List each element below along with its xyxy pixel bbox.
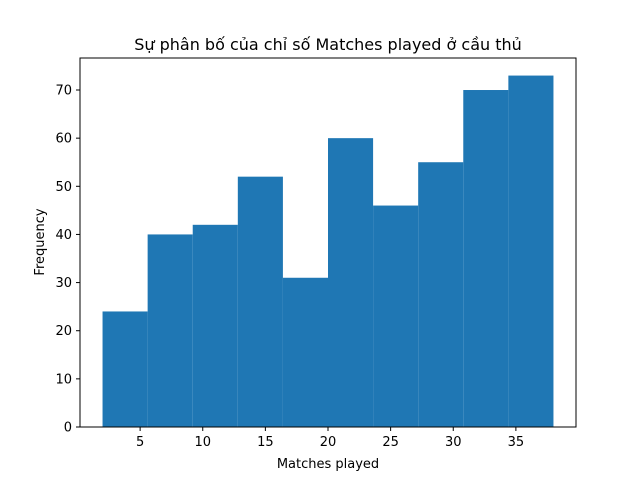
x-axis-label: Matches played: [277, 457, 379, 472]
y-tick-label: 40: [55, 228, 72, 243]
y-tick-label: 50: [55, 180, 72, 195]
chart-title: Sự phân bố của chỉ số Matches played ở c…: [134, 35, 522, 54]
bars-group: [102, 75, 554, 428]
x-tick-label: 10: [194, 435, 211, 450]
x-tick-label: 25: [382, 435, 399, 450]
histogram-bar: [463, 90, 509, 427]
histogram-bar: [102, 311, 148, 427]
x-ticks: 5 10 15 20 25 30 35: [136, 427, 524, 450]
y-tick-label: 70: [55, 84, 72, 99]
y-tick-label: 0: [64, 421, 72, 436]
x-tick-label: 30: [445, 435, 462, 450]
y-ticks: 0 10 20 30 40 50 60 70: [55, 84, 80, 436]
histogram-bar: [373, 205, 419, 427]
y-tick-label: 60: [55, 132, 72, 147]
histogram-bar: [328, 138, 374, 427]
y-tick-label: 20: [55, 324, 72, 339]
histogram-bar: [418, 162, 464, 428]
x-tick-label: 5: [136, 435, 144, 450]
y-tick-label: 10: [55, 372, 72, 387]
histogram-bar: [147, 234, 193, 427]
x-tick-label: 15: [257, 435, 274, 450]
y-tick-label: 30: [55, 276, 72, 291]
histogram-bar: [237, 176, 283, 427]
x-tick-label: 20: [320, 435, 337, 450]
histogram-bar: [192, 224, 238, 427]
histogram-bar: [282, 277, 328, 427]
histogram-bar: [508, 75, 554, 428]
y-axis-label: Frequency: [33, 208, 48, 275]
x-tick-label: 35: [508, 435, 525, 450]
